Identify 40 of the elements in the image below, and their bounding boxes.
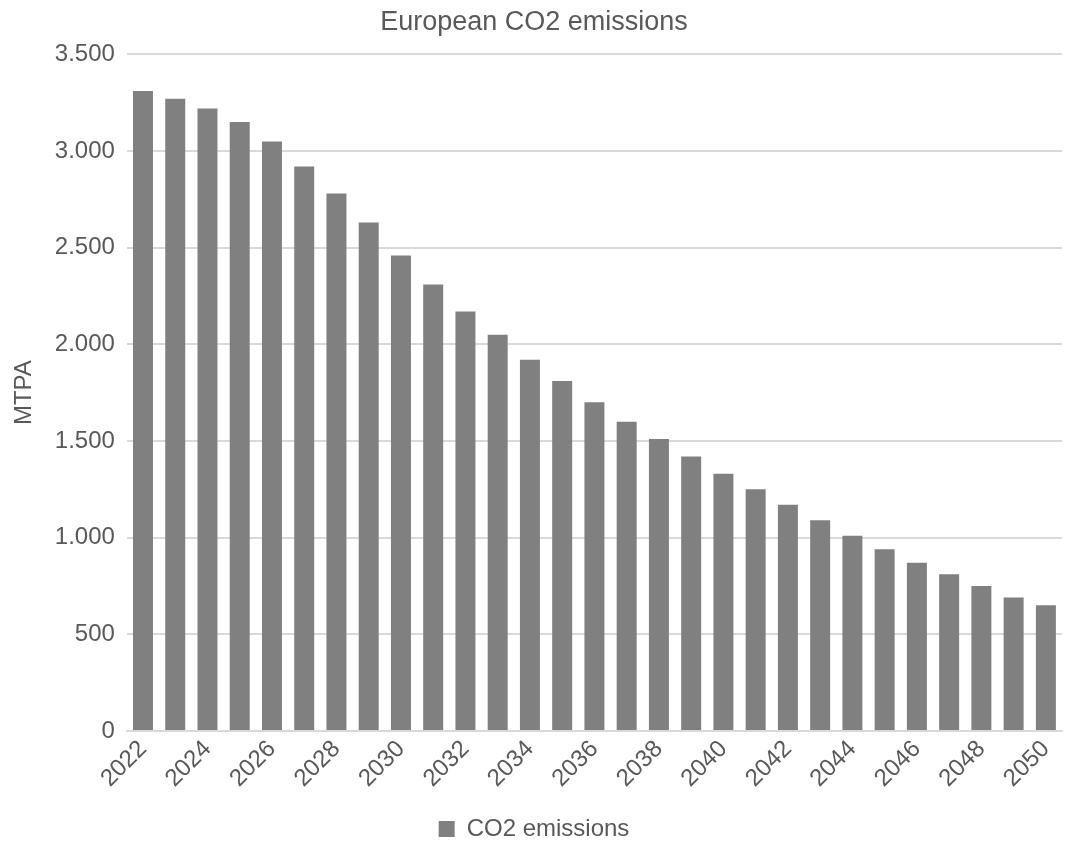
bar xyxy=(358,222,379,730)
chart-title: European CO2 emissions xyxy=(380,5,688,36)
bar xyxy=(584,402,605,730)
y-tick-label: 0 xyxy=(101,715,115,743)
bar xyxy=(1003,597,1024,730)
bar xyxy=(971,585,992,730)
legend-label: CO2 emissions xyxy=(466,813,630,841)
bar xyxy=(487,334,508,730)
bar xyxy=(132,91,153,730)
bar xyxy=(713,473,734,730)
bar xyxy=(197,108,218,730)
bar xyxy=(906,562,927,730)
bar xyxy=(165,98,186,730)
y-tick-label: 3.500 xyxy=(54,39,115,67)
bar xyxy=(455,311,476,730)
bar xyxy=(939,574,960,730)
y-tick-label: 1.500 xyxy=(54,425,115,453)
bar xyxy=(810,520,831,730)
bar xyxy=(519,359,540,730)
bar xyxy=(874,549,895,730)
bar xyxy=(423,284,444,730)
bar xyxy=(261,141,282,730)
bar xyxy=(842,535,863,730)
y-tick-label: 2.500 xyxy=(54,232,115,260)
y-tick-label: 3.000 xyxy=(54,135,115,163)
bar xyxy=(648,439,669,730)
y-tick-label: 500 xyxy=(74,618,115,646)
bar xyxy=(745,489,766,730)
bar xyxy=(681,456,702,730)
y-axis-title: MTPA xyxy=(9,360,37,426)
bar xyxy=(294,166,315,730)
y-tick-label: 2.000 xyxy=(54,328,115,356)
bar xyxy=(616,421,637,730)
y-tick-label: 1.000 xyxy=(54,522,115,550)
bar xyxy=(390,255,411,730)
bar xyxy=(1035,605,1056,730)
bar xyxy=(552,381,573,730)
bar xyxy=(326,193,347,730)
bar xyxy=(777,504,798,730)
bar xyxy=(229,122,250,730)
